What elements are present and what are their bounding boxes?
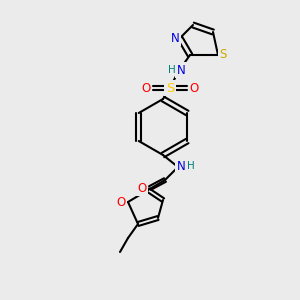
Text: O: O — [189, 82, 199, 94]
Text: O: O — [137, 182, 147, 194]
Text: O: O — [141, 82, 151, 94]
Text: N: N — [177, 64, 185, 76]
Text: N: N — [177, 160, 185, 172]
Text: H: H — [168, 65, 176, 75]
Text: H: H — [187, 161, 195, 171]
Text: O: O — [116, 196, 126, 208]
Text: S: S — [219, 49, 227, 62]
Text: N: N — [171, 32, 179, 44]
Text: S: S — [166, 82, 174, 94]
